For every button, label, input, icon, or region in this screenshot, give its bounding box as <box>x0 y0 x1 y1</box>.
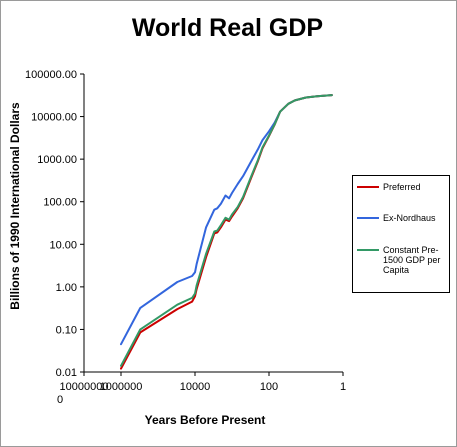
x-axis-label: Years Before Present <box>144 413 266 427</box>
series-line-preferred <box>120 94 333 370</box>
x-tick-label: 10000000 <box>60 381 109 393</box>
y-tick-label: 100.00 <box>43 197 77 209</box>
x-tick-label: 1000000 <box>100 381 143 393</box>
y-tick-label: 0.10 <box>56 324 77 336</box>
y-tick-label: 1000.00 <box>37 154 77 166</box>
x-tick-label: 1 <box>340 381 346 393</box>
legend-swatch-constant <box>357 249 379 251</box>
legend-label-ex-nordhaus: Ex-Nordhaus <box>383 213 436 223</box>
y-tick-label: 1.00 <box>56 282 77 294</box>
y-tick-label: 10.00 <box>49 239 77 251</box>
x-tick-label: 10000 <box>180 381 211 393</box>
legend-label-constant: Constant Pre-1500 GDP per Capita <box>383 245 441 275</box>
y-tick-label: 0.01 <box>56 367 77 379</box>
x-tick-label-continuation: 0 <box>57 394 63 406</box>
legend: Preferred Ex-Nordhaus Constant Pre-1500 … <box>352 175 450 293</box>
y-tick-label: 10000.00 <box>31 112 77 124</box>
legend-swatch-preferred <box>357 186 379 188</box>
legend-label-preferred: Preferred <box>383 182 421 192</box>
legend-swatch-ex-nordhaus <box>357 217 379 219</box>
x-tick-label: 100 <box>260 381 278 393</box>
y-tick-label: 100000.00 <box>25 69 77 81</box>
chart-title: World Real GDP <box>131 14 324 42</box>
series-line-constant <box>120 94 333 367</box>
